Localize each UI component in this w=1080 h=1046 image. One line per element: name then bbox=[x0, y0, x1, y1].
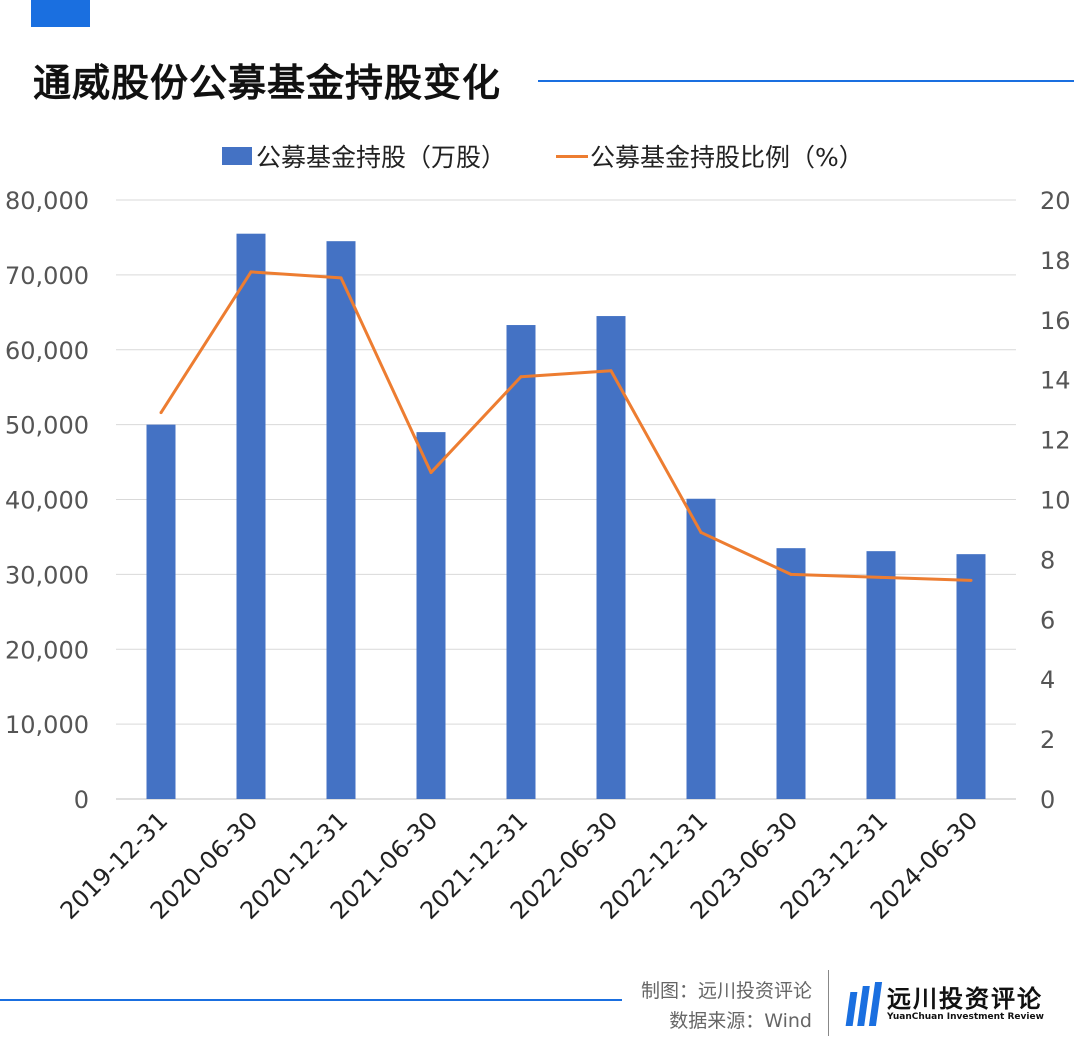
line-point bbox=[699, 530, 703, 534]
y-right-tick-label: 8 bbox=[1040, 546, 1055, 574]
bar bbox=[596, 316, 626, 799]
combo-chart: 0 10,000 20,000 30,000 40,000 50,000 60,000 70,… bbox=[5, 187, 1071, 925]
bar bbox=[776, 548, 806, 799]
y-left-tick-label: 70,000 bbox=[5, 262, 89, 290]
bar bbox=[866, 551, 896, 799]
legend-line-label: 公募基金持股比例（%） bbox=[590, 143, 864, 172]
line-point bbox=[879, 575, 883, 579]
y-right-tick-label: 4 bbox=[1040, 666, 1055, 694]
y-left-tick-label: 10,000 bbox=[5, 711, 89, 739]
line-point bbox=[609, 369, 613, 373]
line-point bbox=[249, 270, 253, 274]
y-right-tick-label: 6 bbox=[1040, 606, 1055, 634]
line-point bbox=[339, 276, 343, 280]
chart-legend: 公募基金持股（万股） 公募基金持股比例（%） bbox=[0, 138, 1080, 172]
y-left-tick-label: 0 bbox=[74, 786, 89, 814]
y-left-tick-label: 40,000 bbox=[5, 487, 89, 515]
y-left-tick-label: 80,000 bbox=[5, 187, 89, 215]
y-right-tick-label: 14 bbox=[1040, 367, 1071, 395]
bar bbox=[416, 432, 446, 799]
title-rule bbox=[538, 80, 1074, 82]
bar bbox=[146, 424, 176, 799]
legend-line-swatch bbox=[556, 154, 588, 158]
footer-source: 数据来源：Wind bbox=[669, 1010, 812, 1032]
line-point bbox=[429, 471, 433, 475]
y-left-tick-label: 60,000 bbox=[5, 337, 89, 365]
y-right-tick-label: 10 bbox=[1040, 487, 1071, 515]
y-right-tick-label: 0 bbox=[1040, 786, 1055, 814]
footer-divider bbox=[828, 970, 829, 1036]
bar bbox=[956, 554, 986, 799]
bar bbox=[236, 233, 266, 800]
logo-name: 远川投资评论 bbox=[887, 985, 1043, 1013]
bar bbox=[506, 325, 536, 799]
y-left-tick-label: 30,000 bbox=[5, 561, 89, 589]
footer-rule bbox=[0, 999, 622, 1001]
y-right-tick-label: 2 bbox=[1040, 726, 1055, 754]
y-right-tick-label: 12 bbox=[1040, 427, 1071, 455]
bar bbox=[686, 498, 716, 799]
legend-bar-swatch bbox=[222, 147, 252, 165]
bar bbox=[326, 241, 356, 799]
legend-bar-label: 公募基金持股（万股） bbox=[256, 143, 507, 172]
logo-subtitle: YuanChuan Investment Review bbox=[887, 1012, 1044, 1022]
y-left-tick-label: 20,000 bbox=[5, 636, 89, 664]
y-left-tick-label: 50,000 bbox=[5, 412, 89, 440]
line-point bbox=[969, 578, 973, 582]
line-point bbox=[789, 572, 793, 576]
legend-item-bar: 公募基金持股（万股） bbox=[222, 138, 506, 174]
footer-made-by: 制图：远川投资评论 bbox=[640, 980, 812, 1002]
line-point bbox=[159, 411, 163, 415]
series-line bbox=[159, 270, 972, 582]
page-title: 通威股份公募基金持股变化 bbox=[33, 61, 502, 105]
brand-logo: 远川投资评论 YuanChuan Investment Review bbox=[845, 982, 1044, 1026]
legend-item-line: 公募基金持股比例（%） bbox=[556, 138, 864, 174]
line-point bbox=[519, 375, 523, 379]
y-right-tick-label: 16 bbox=[1040, 307, 1071, 335]
logo-mark-icon bbox=[845, 982, 883, 1026]
y-right-tick-label: 18 bbox=[1040, 247, 1071, 275]
y-right-tick-label: 20 bbox=[1040, 187, 1071, 215]
accent-block bbox=[31, 0, 90, 27]
